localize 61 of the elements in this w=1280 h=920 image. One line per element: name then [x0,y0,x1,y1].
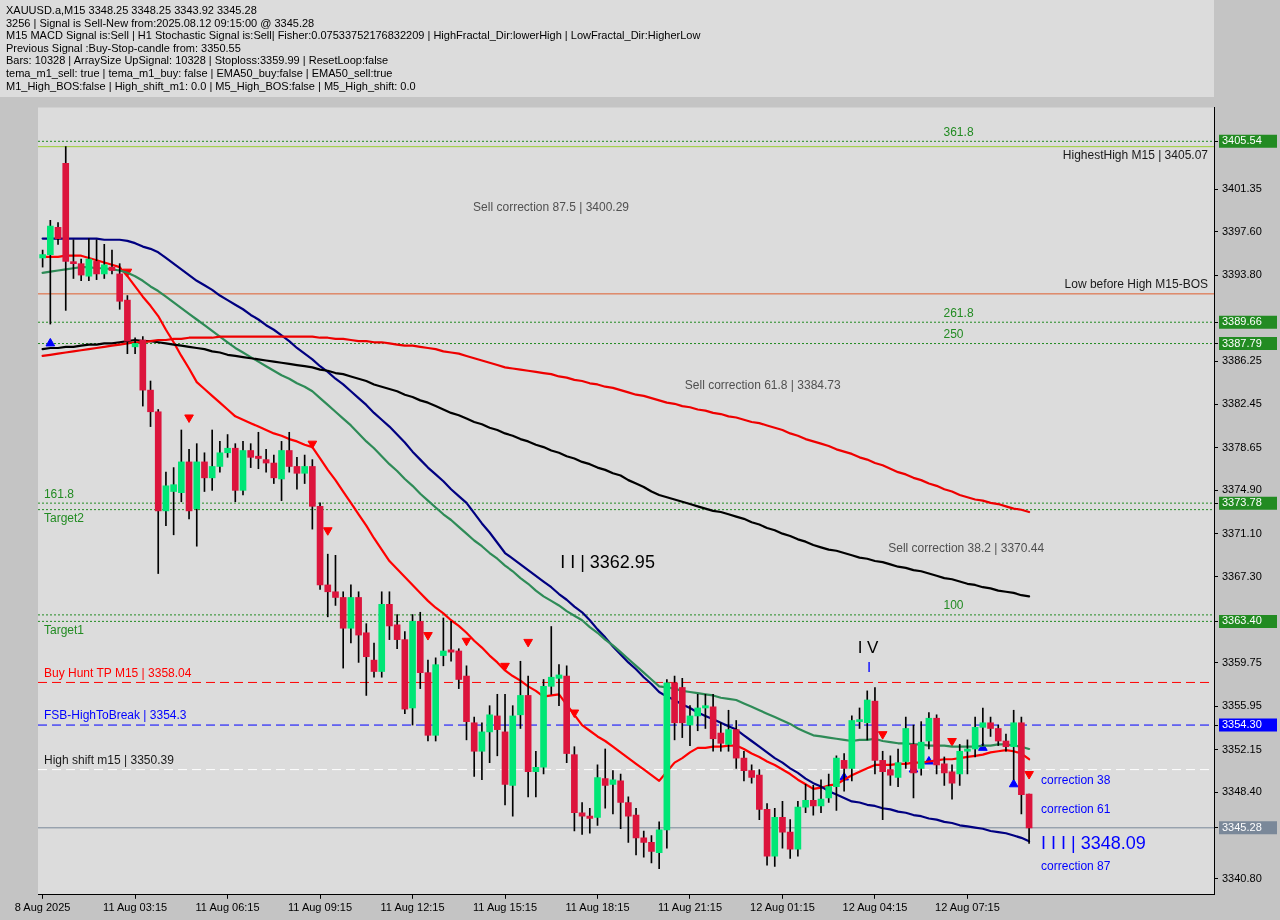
y-tick-label: 3354.30 [1222,718,1262,731]
text: correction 61 [1041,801,1111,816]
y-tick-label: 3389.66 [1222,315,1262,328]
x-tick-label: 11 Aug 12:15 [380,901,445,914]
x-tick-label: 11 Aug 03:15 [103,901,168,914]
ref-line-label: Target1 [44,622,85,637]
y-tick-label: 3378.65 [1222,440,1262,453]
ref-line-label: FSB-HighToBreak | 3354.3 [44,708,187,723]
y-tick-label: 3345.28 [1222,820,1262,833]
text: correction 87 [1041,858,1111,873]
text: tema_m1_sell: true | tema_m1_buy: false | EMA50_buy:false | EMA50_sell:true [6,66,394,80]
text: M1_High_BOS:false | High_shift_m1: 0.0 | M5_High_BOS:false | M5_High_shift: 0.0 [6,79,417,93]
x-tick-label: 11 Aug 15:15 [473,901,538,914]
ref-line-label: High shift m15 | 3350.39 [44,752,175,767]
annotation: I I | 3362.95 [560,552,655,573]
annotation: Sell correction 87.5 | 3400.29 [473,200,630,215]
annotation: I [867,658,872,676]
ref-line-label: HighestHigh M15 | 3405.07 [1062,147,1209,162]
x-tick-label: 8 Aug 2025 [14,901,71,914]
text: I I I | 3348.09 [1041,832,1146,853]
y-tick-label: 3405.54 [1222,134,1262,147]
annotation: 161.8 [43,486,75,501]
y-tick-label: 3386.25 [1222,354,1262,367]
text: Previous Signal :Buy-Stop-candle from: 3350.55 [6,41,242,55]
text: 3256 | Signal is Sell-New from:2025.08.12 09:15:00 @ 3345.28 [6,16,316,30]
annotation: 100 [943,598,964,613]
annotation: Sell correction 61.8 | 3384.73 [684,377,842,392]
x-tick-label: 11 Aug 18:15 [565,901,630,914]
y-tick-label: 3393.80 [1222,268,1262,281]
ref-line-label: Low before High M15-BOS [1064,277,1208,292]
y-tick-label: 3382.45 [1222,397,1262,410]
x-tick-label: 11 Aug 06:15 [195,901,260,914]
annotation: 361.8 [943,124,974,139]
text: Bars: 10328 | ArraySize UpSignal: 10328 | Stoploss:3359.99 | ResetLoop:false [6,54,390,67]
text: correction 38 [1041,773,1111,788]
y-tick-label: 3363.40 [1222,614,1262,627]
y-tick-label: 3371.10 [1222,526,1262,539]
y-tick-label: 3367.30 [1222,569,1262,582]
annotation: 250 [943,327,964,342]
annotation: I V [857,638,880,658]
y-tick-label: 3359.75 [1222,656,1262,668]
ref-line-label: Target2 [44,510,85,525]
ref-line-label: Buy Hunt TP M15 | 3358.04 [44,665,192,680]
x-tick-label: 11 Aug 21:15 [657,901,722,914]
y-tick-label: 3374.90 [1222,483,1262,496]
x-tick-label: 12 Aug 04:15 [842,901,908,914]
y-tick-label: 3355.95 [1222,699,1262,712]
y-tick-label: 3387.79 [1222,336,1262,349]
x-tick-label: 12 Aug 07:15 [935,901,1000,914]
x-tick-label: 11 Aug 09:15 [288,901,353,914]
y-tick-label: 3352.15 [1222,742,1262,755]
y-tick-label: 3397.60 [1222,224,1262,237]
x-tick-label: 12 Aug 01:15 [750,901,815,914]
y-tick-label: 3373.78 [1222,496,1262,509]
annotation: Sell correction 38.2 | 3370.44 [888,540,1045,555]
y-tick-label: 3348.40 [1222,785,1262,798]
text: M15 MACD Signal is:Sell | H1 Stochastic Signal is:Sell| Fisher:0.07533752176832209 | HighFractal_Dir:lowerHigh | LowFractal_Dir:HigherLow [6,29,702,42]
y-tick-label: 3340.80 [1222,871,1262,884]
annotation: 261.8 [943,305,974,320]
y-tick-label: 3401.35 [1222,182,1262,195]
chart-title: XAUUSD.a,M15 3348.25 3348.25 3343.92 3345.28 [6,4,258,17]
